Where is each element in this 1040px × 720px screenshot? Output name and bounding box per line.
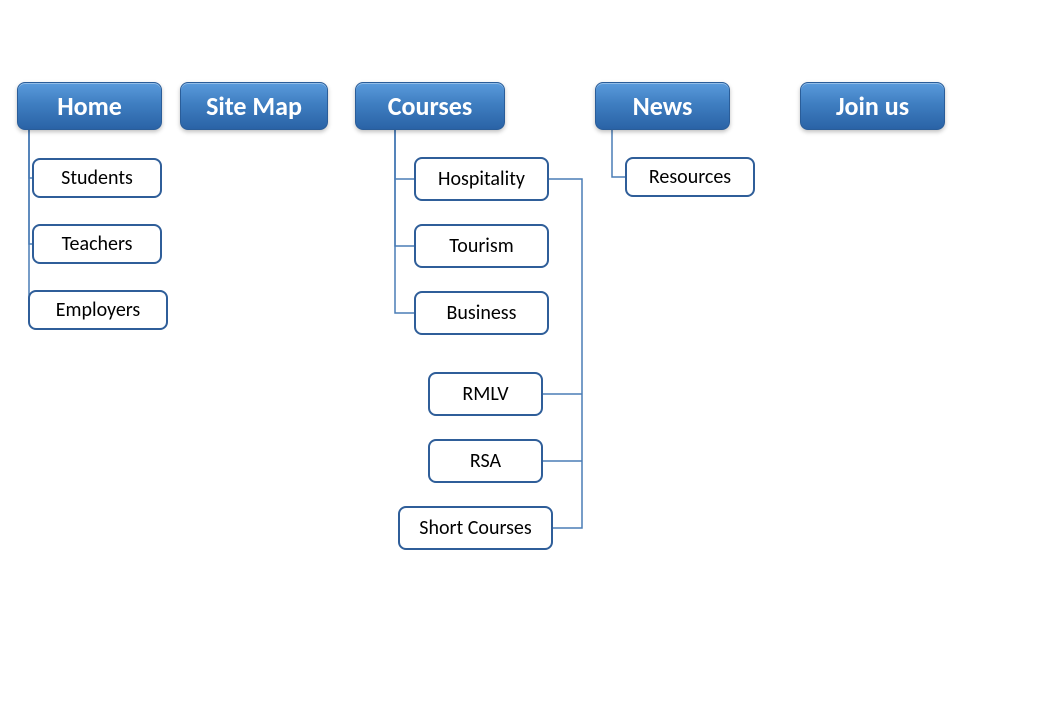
- node-label: Hospitality: [438, 167, 525, 191]
- node-students: Students: [32, 158, 162, 198]
- connector-line: [395, 130, 414, 246]
- node-label: Business: [447, 301, 517, 325]
- node-tourism: Tourism: [414, 224, 549, 268]
- connector-line: [28, 130, 29, 310]
- node-label: Home: [57, 90, 122, 122]
- node-courses: Courses: [355, 82, 505, 130]
- node-rsa: RSA: [428, 439, 543, 483]
- node-sitemap: Site Map: [180, 82, 328, 130]
- node-news: News: [595, 82, 730, 130]
- node-label: Students: [61, 166, 133, 190]
- node-home: Home: [17, 82, 162, 130]
- node-teachers: Teachers: [32, 224, 162, 264]
- node-resources: Resources: [625, 157, 755, 197]
- node-label: Courses: [388, 90, 472, 122]
- node-employers: Employers: [28, 290, 168, 330]
- node-label: RSA: [470, 449, 501, 473]
- node-label: Join us: [836, 90, 909, 122]
- connector-line: [549, 179, 582, 528]
- connector-line: [612, 130, 625, 177]
- node-label: Site Map: [206, 90, 302, 122]
- node-rmlv: RMLV: [428, 372, 543, 416]
- node-label: News: [633, 90, 693, 122]
- node-label: Tourism: [449, 234, 513, 258]
- node-label: Short Courses: [419, 516, 531, 540]
- connector-line: [395, 130, 414, 313]
- node-joinus: Join us: [800, 82, 945, 130]
- connector-line: [395, 130, 414, 179]
- node-business: Business: [414, 291, 549, 335]
- node-label: Employers: [56, 298, 141, 322]
- node-hospitality: Hospitality: [414, 157, 549, 201]
- node-label: RMLV: [462, 382, 508, 406]
- node-shortc: Short Courses: [398, 506, 553, 550]
- node-label: Resources: [649, 165, 731, 189]
- node-label: Teachers: [62, 232, 133, 256]
